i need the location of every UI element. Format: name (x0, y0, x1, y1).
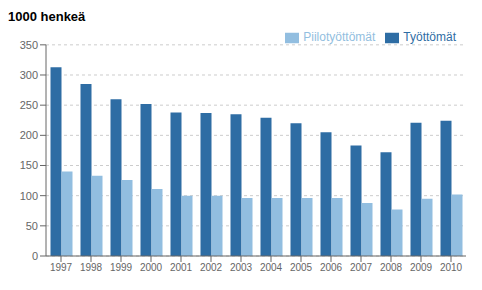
svg-text:1997: 1997 (50, 262, 73, 273)
svg-text:2006: 2006 (320, 262, 343, 273)
svg-text:350: 350 (20, 39, 38, 51)
html-text:Työttömät: Työttömät (403, 30, 456, 44)
svg-text:50: 50 (26, 220, 38, 232)
svg-text:100: 100 (20, 190, 38, 202)
svg-text:2008: 2008 (380, 262, 403, 273)
svg-text:2005: 2005 (290, 262, 313, 273)
svg-text:2003: 2003 (230, 262, 253, 273)
svg-text:150: 150 (20, 159, 38, 171)
svg-text:2007: 2007 (350, 262, 373, 273)
svg-text:250: 250 (20, 99, 38, 111)
svg-text:2000: 2000 (140, 262, 163, 273)
svg-text:0: 0 (32, 250, 38, 262)
svg-text:1999: 1999 (110, 262, 133, 273)
svg-text:2004: 2004 (260, 262, 283, 273)
svg-text:2002: 2002 (200, 262, 223, 273)
svg-text:2010: 2010 (440, 262, 463, 273)
svg-text:200: 200 (20, 129, 38, 141)
svg-text:2009: 2009 (410, 262, 433, 273)
svg-text:2001: 2001 (170, 262, 193, 273)
svg-text:1998: 1998 (80, 262, 103, 273)
html-text:1000 henkeä: 1000 henkeä (8, 9, 86, 24)
svg-text:300: 300 (20, 69, 38, 81)
html-text:Piilotyöttömät: Piilotyöttömät (303, 30, 376, 44)
